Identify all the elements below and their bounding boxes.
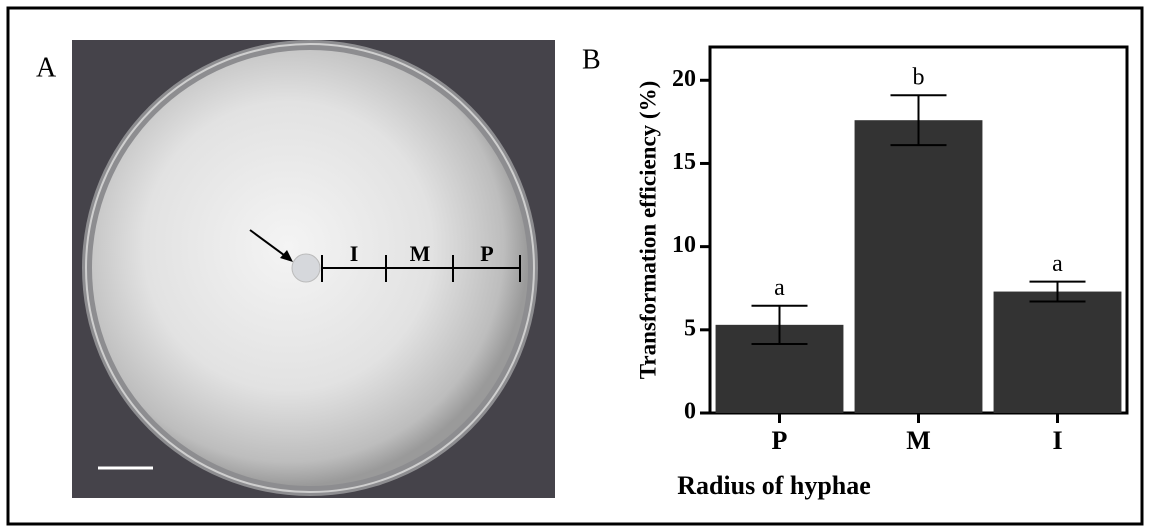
significance-letter: a: [774, 275, 785, 301]
y-tick-label: 0: [684, 399, 696, 425]
inoculum: [291, 253, 321, 283]
segment-label: P: [480, 241, 493, 266]
photo: I M P: [72, 40, 555, 498]
x-tick-label: P: [772, 426, 788, 455]
x-axis-label: Radius of hyphae: [677, 471, 871, 500]
figure-border: [6, 6, 1144, 526]
y-tick-label: 10: [672, 232, 696, 258]
y-tick-label: 5: [684, 315, 696, 341]
y-axis-label: Transformation efficiency (%): [635, 81, 660, 380]
bar: [854, 120, 983, 413]
significance-letter: a: [1052, 251, 1063, 277]
x-tick-label: M: [906, 426, 931, 455]
y-tick-label: 20: [672, 66, 696, 92]
plate-edge: [85, 43, 535, 493]
x-tick-label: I: [1052, 426, 1062, 455]
bar: [993, 291, 1122, 413]
segment-label: M: [410, 241, 431, 266]
segment-label: I: [350, 241, 359, 266]
significance-letter: b: [913, 65, 925, 91]
panel-label: A: [36, 52, 57, 83]
arrow: [249, 229, 289, 259]
arrow-head: [280, 250, 293, 262]
panel-label: B: [582, 44, 601, 75]
y-tick-label: 15: [672, 149, 696, 175]
